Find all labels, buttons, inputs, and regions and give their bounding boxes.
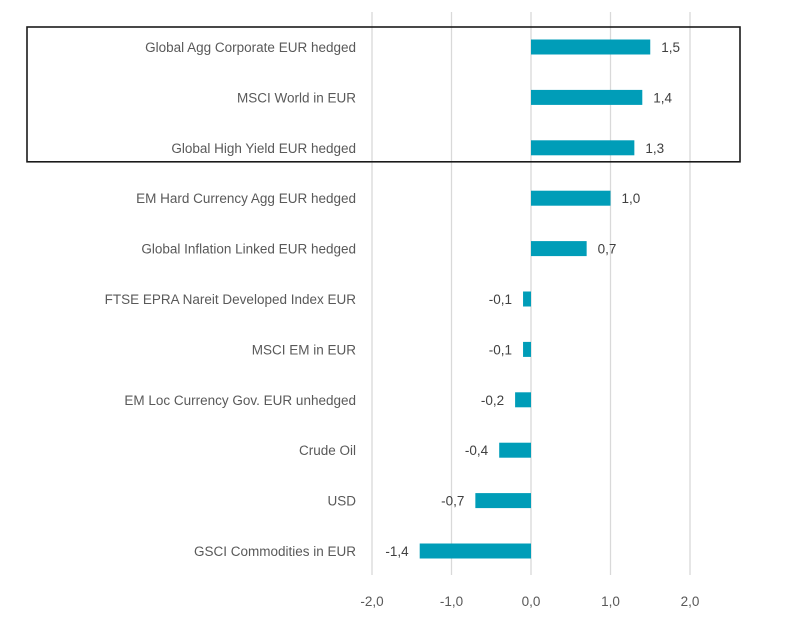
bar (499, 442, 531, 458)
category-labels: Global Agg Corporate EUR hedged MSCI Worl… (105, 40, 357, 559)
bar (523, 341, 531, 357)
bars (419, 39, 651, 559)
data-label: 1,4 (653, 90, 672, 105)
bar (419, 543, 531, 559)
category-label: Global Agg Corporate EUR hedged (145, 40, 356, 55)
data-label: -1,4 (385, 544, 409, 559)
category-label: Crude Oil (299, 443, 356, 458)
data-label: 1,5 (661, 40, 680, 55)
data-label: 1,0 (622, 191, 641, 206)
data-label: -0,2 (481, 393, 504, 408)
x-tick-label: -2,0 (360, 594, 383, 609)
data-label: -0,1 (489, 292, 512, 307)
bar (531, 190, 611, 206)
category-label: MSCI EM in EUR (252, 342, 357, 357)
category-label: GSCI Commodities in EUR (194, 544, 356, 559)
category-label: Global Inflation Linked EUR hedged (141, 242, 356, 257)
data-label: -0,1 (489, 342, 512, 357)
bar (515, 392, 531, 408)
data-label: 0,7 (598, 242, 617, 257)
bar (531, 140, 635, 156)
bar (523, 291, 531, 307)
x-tick-label: 2,0 (681, 594, 700, 609)
category-label: EM Loc Currency Gov. EUR unhedged (124, 393, 356, 408)
category-label: USD (327, 494, 356, 509)
value-labels: 1,5 1,4 1,3 1,0 0,7 -0,1 -0,1 -0,2 -0,4 -0,7 -1,4 (385, 40, 680, 559)
bar (531, 241, 587, 257)
bar (475, 493, 531, 509)
data-label: 1,3 (645, 141, 664, 156)
x-tick-label: -1,0 (440, 594, 463, 609)
x-tick-label: 1,0 (601, 594, 620, 609)
category-label: EM Hard Currency Agg EUR hedged (136, 191, 356, 206)
category-label: MSCI World in EUR (237, 90, 356, 105)
category-label: FTSE EPRA Nareit Developed Index EUR (105, 292, 357, 307)
highlight-box (26, 26, 741, 163)
bar (531, 39, 651, 55)
category-label: Global High Yield EUR hedged (171, 141, 356, 156)
x-tick-label: 0,0 (522, 594, 541, 609)
data-label: -0,7 (441, 494, 464, 509)
bar (531, 89, 643, 105)
x-axis-tick-labels: -2,0 -1,0 0,0 1,0 2,0 (360, 594, 699, 609)
data-label: -0,4 (465, 443, 489, 458)
